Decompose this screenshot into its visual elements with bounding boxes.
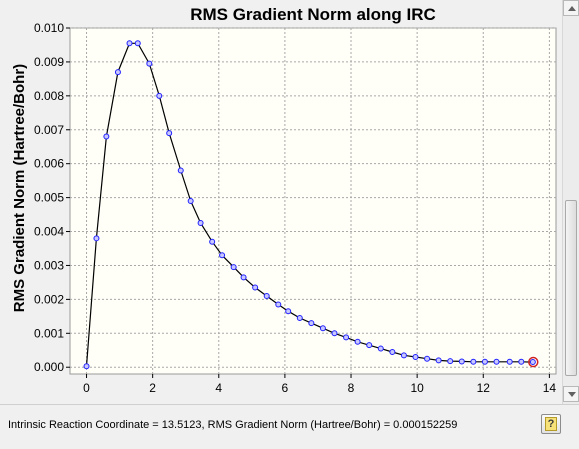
chart-title: RMS Gradient Norm along IRC <box>190 5 436 24</box>
data-point[interactable] <box>219 252 226 259</box>
data-point[interactable] <box>275 301 282 308</box>
plot-area <box>69 27 557 375</box>
data-point[interactable] <box>134 40 141 47</box>
data-point[interactable] <box>103 133 110 140</box>
data-point[interactable] <box>493 358 500 365</box>
y-tick-label: 0.001 <box>34 326 64 340</box>
data-point[interactable] <box>166 130 173 137</box>
y-tick-label: 0.003 <box>34 258 64 272</box>
data-point[interactable] <box>481 358 488 365</box>
y-tick-label: 0.007 <box>34 123 64 137</box>
scroll-down-arrow-icon[interactable] <box>563 386 579 402</box>
x-tick-label: 8 <box>348 381 355 395</box>
data-point[interactable] <box>331 330 338 337</box>
data-point[interactable] <box>187 198 194 204</box>
status-bar: Intrinsic Reaction Coordinate = 13.5123,… <box>0 404 579 449</box>
data-point[interactable] <box>389 348 396 355</box>
x-tick-label: 0 <box>83 381 90 395</box>
data-point[interactable] <box>126 40 133 47</box>
data-point[interactable] <box>83 363 90 370</box>
scroll-thumb[interactable] <box>565 200 577 376</box>
y-tick-label: 0.008 <box>34 89 64 103</box>
y-tick-label: 0.009 <box>34 55 64 69</box>
data-point[interactable] <box>252 284 259 291</box>
y-tick-label: 0.000 <box>34 360 64 374</box>
vertical-scrollbar[interactable] <box>562 0 579 404</box>
data-point[interactable] <box>506 358 513 365</box>
y-tick-label: 0.010 <box>34 21 64 35</box>
series-markers <box>83 40 539 370</box>
scroll-up-arrow-icon[interactable] <box>563 0 579 16</box>
data-point[interactable] <box>377 345 384 352</box>
data-point[interactable] <box>354 338 361 345</box>
data-point[interactable] <box>308 320 315 327</box>
data-point[interactable] <box>518 358 525 365</box>
y-tick-label: 0.005 <box>34 191 64 205</box>
y-tick-label: 0.004 <box>34 225 64 239</box>
data-point[interactable] <box>400 352 407 359</box>
data-point[interactable] <box>435 357 442 364</box>
irc-chart: 0.000 0.001 0.002 0.003 0.004 0.005 0.006 0.007… <box>11 5 557 395</box>
data-point[interactable] <box>156 92 163 99</box>
data-point[interactable] <box>146 60 153 67</box>
help-button[interactable]: ? <box>541 414 561 434</box>
axis-ticks: 0.000 0.001 0.002 0.003 0.004 0.005 0.006 0.007… <box>34 21 556 395</box>
data-point[interactable] <box>230 264 237 271</box>
data-point[interactable] <box>424 355 431 362</box>
status-readout: Intrinsic Reaction Coordinate = 13.5123,… <box>8 419 458 431</box>
data-point[interactable] <box>470 358 477 365</box>
data-point[interactable] <box>263 292 270 299</box>
y-tick-label: 0.002 <box>34 292 64 306</box>
data-point[interactable] <box>177 167 184 174</box>
data-point[interactable] <box>366 342 373 349</box>
x-tick-label: 4 <box>215 381 222 395</box>
current-point-marker[interactable] <box>528 356 539 368</box>
data-point[interactable] <box>458 358 465 365</box>
x-tick-label: 2 <box>149 381 156 395</box>
data-point[interactable] <box>93 235 100 242</box>
data-point[interactable] <box>447 358 454 365</box>
data-point[interactable] <box>412 354 419 361</box>
y-tick-label: 0.006 <box>34 157 64 171</box>
x-tick-label: 14 <box>543 381 557 395</box>
x-tick-label: 6 <box>282 381 289 395</box>
x-tick-label: 10 <box>410 381 424 395</box>
data-point[interactable] <box>296 315 303 322</box>
data-point[interactable] <box>285 308 292 315</box>
data-point[interactable] <box>197 220 204 227</box>
y-axis-label: RMS Gradient Norm (Hartree/Bohr) <box>11 64 28 312</box>
help-icon: ? <box>545 417 557 431</box>
data-point[interactable] <box>114 69 121 76</box>
data-point[interactable] <box>240 274 247 281</box>
data-point[interactable] <box>209 238 216 245</box>
x-tick-label: 12 <box>477 381 491 395</box>
data-point[interactable] <box>343 334 350 341</box>
data-point[interactable] <box>529 359 536 366</box>
data-point[interactable] <box>319 325 326 332</box>
